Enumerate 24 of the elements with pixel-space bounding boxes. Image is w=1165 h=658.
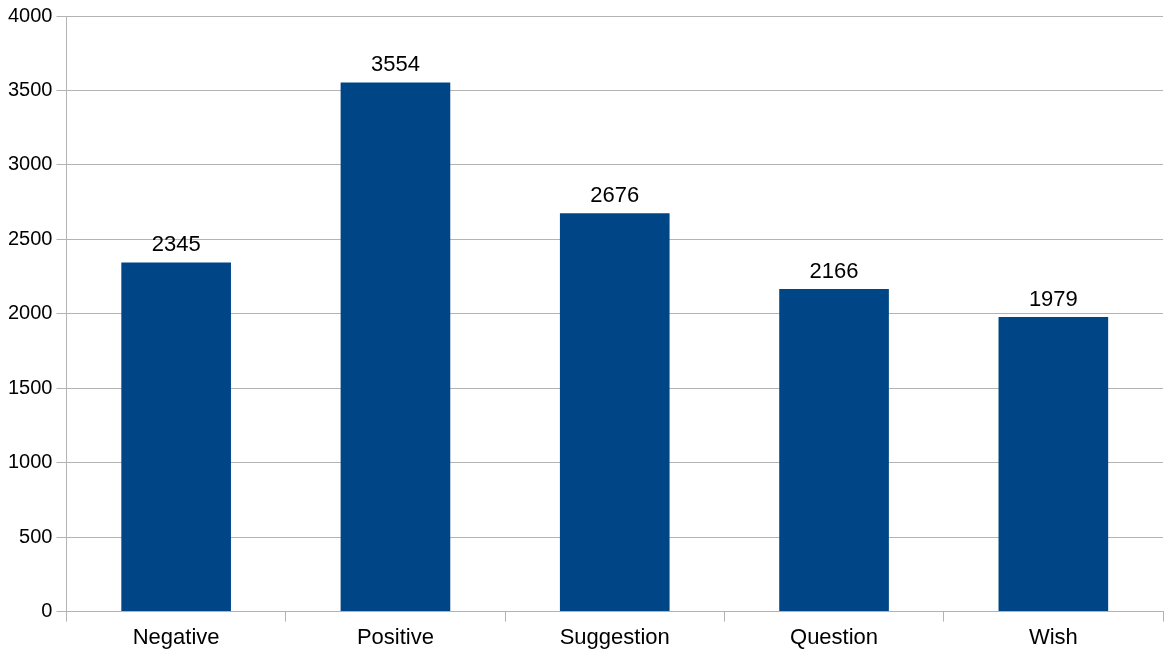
x-tick-label: Suggestion — [559, 623, 670, 649]
bar — [340, 82, 451, 612]
x-tick-label: Positive — [356, 623, 434, 649]
y-tick-label: 1500 — [7, 375, 53, 398]
data-label: 2166 — [809, 258, 859, 284]
y-tick-label: 4000 — [7, 3, 53, 26]
data-label: 2345 — [151, 231, 201, 257]
bar — [121, 262, 231, 612]
y-tick-label: 3500 — [7, 77, 53, 100]
bar — [559, 213, 670, 612]
data-label: 2676 — [590, 182, 640, 208]
y-tick-label: 500 — [19, 524, 53, 547]
x-tick-label: Negative — [132, 623, 220, 649]
bar — [998, 316, 1109, 612]
x-tick-label: Wish — [1028, 623, 1078, 649]
data-label: 1979 — [1028, 285, 1078, 311]
y-tick-label: 1000 — [7, 450, 53, 473]
y-tick-label: 2500 — [7, 226, 53, 249]
y-tick-label: 2000 — [7, 301, 53, 324]
bar — [779, 289, 889, 612]
x-tick-label: Question — [790, 623, 879, 649]
y-tick-label: 3000 — [7, 152, 53, 175]
y-tick-label: 0 — [41, 599, 53, 622]
data-label: 3554 — [370, 51, 420, 77]
